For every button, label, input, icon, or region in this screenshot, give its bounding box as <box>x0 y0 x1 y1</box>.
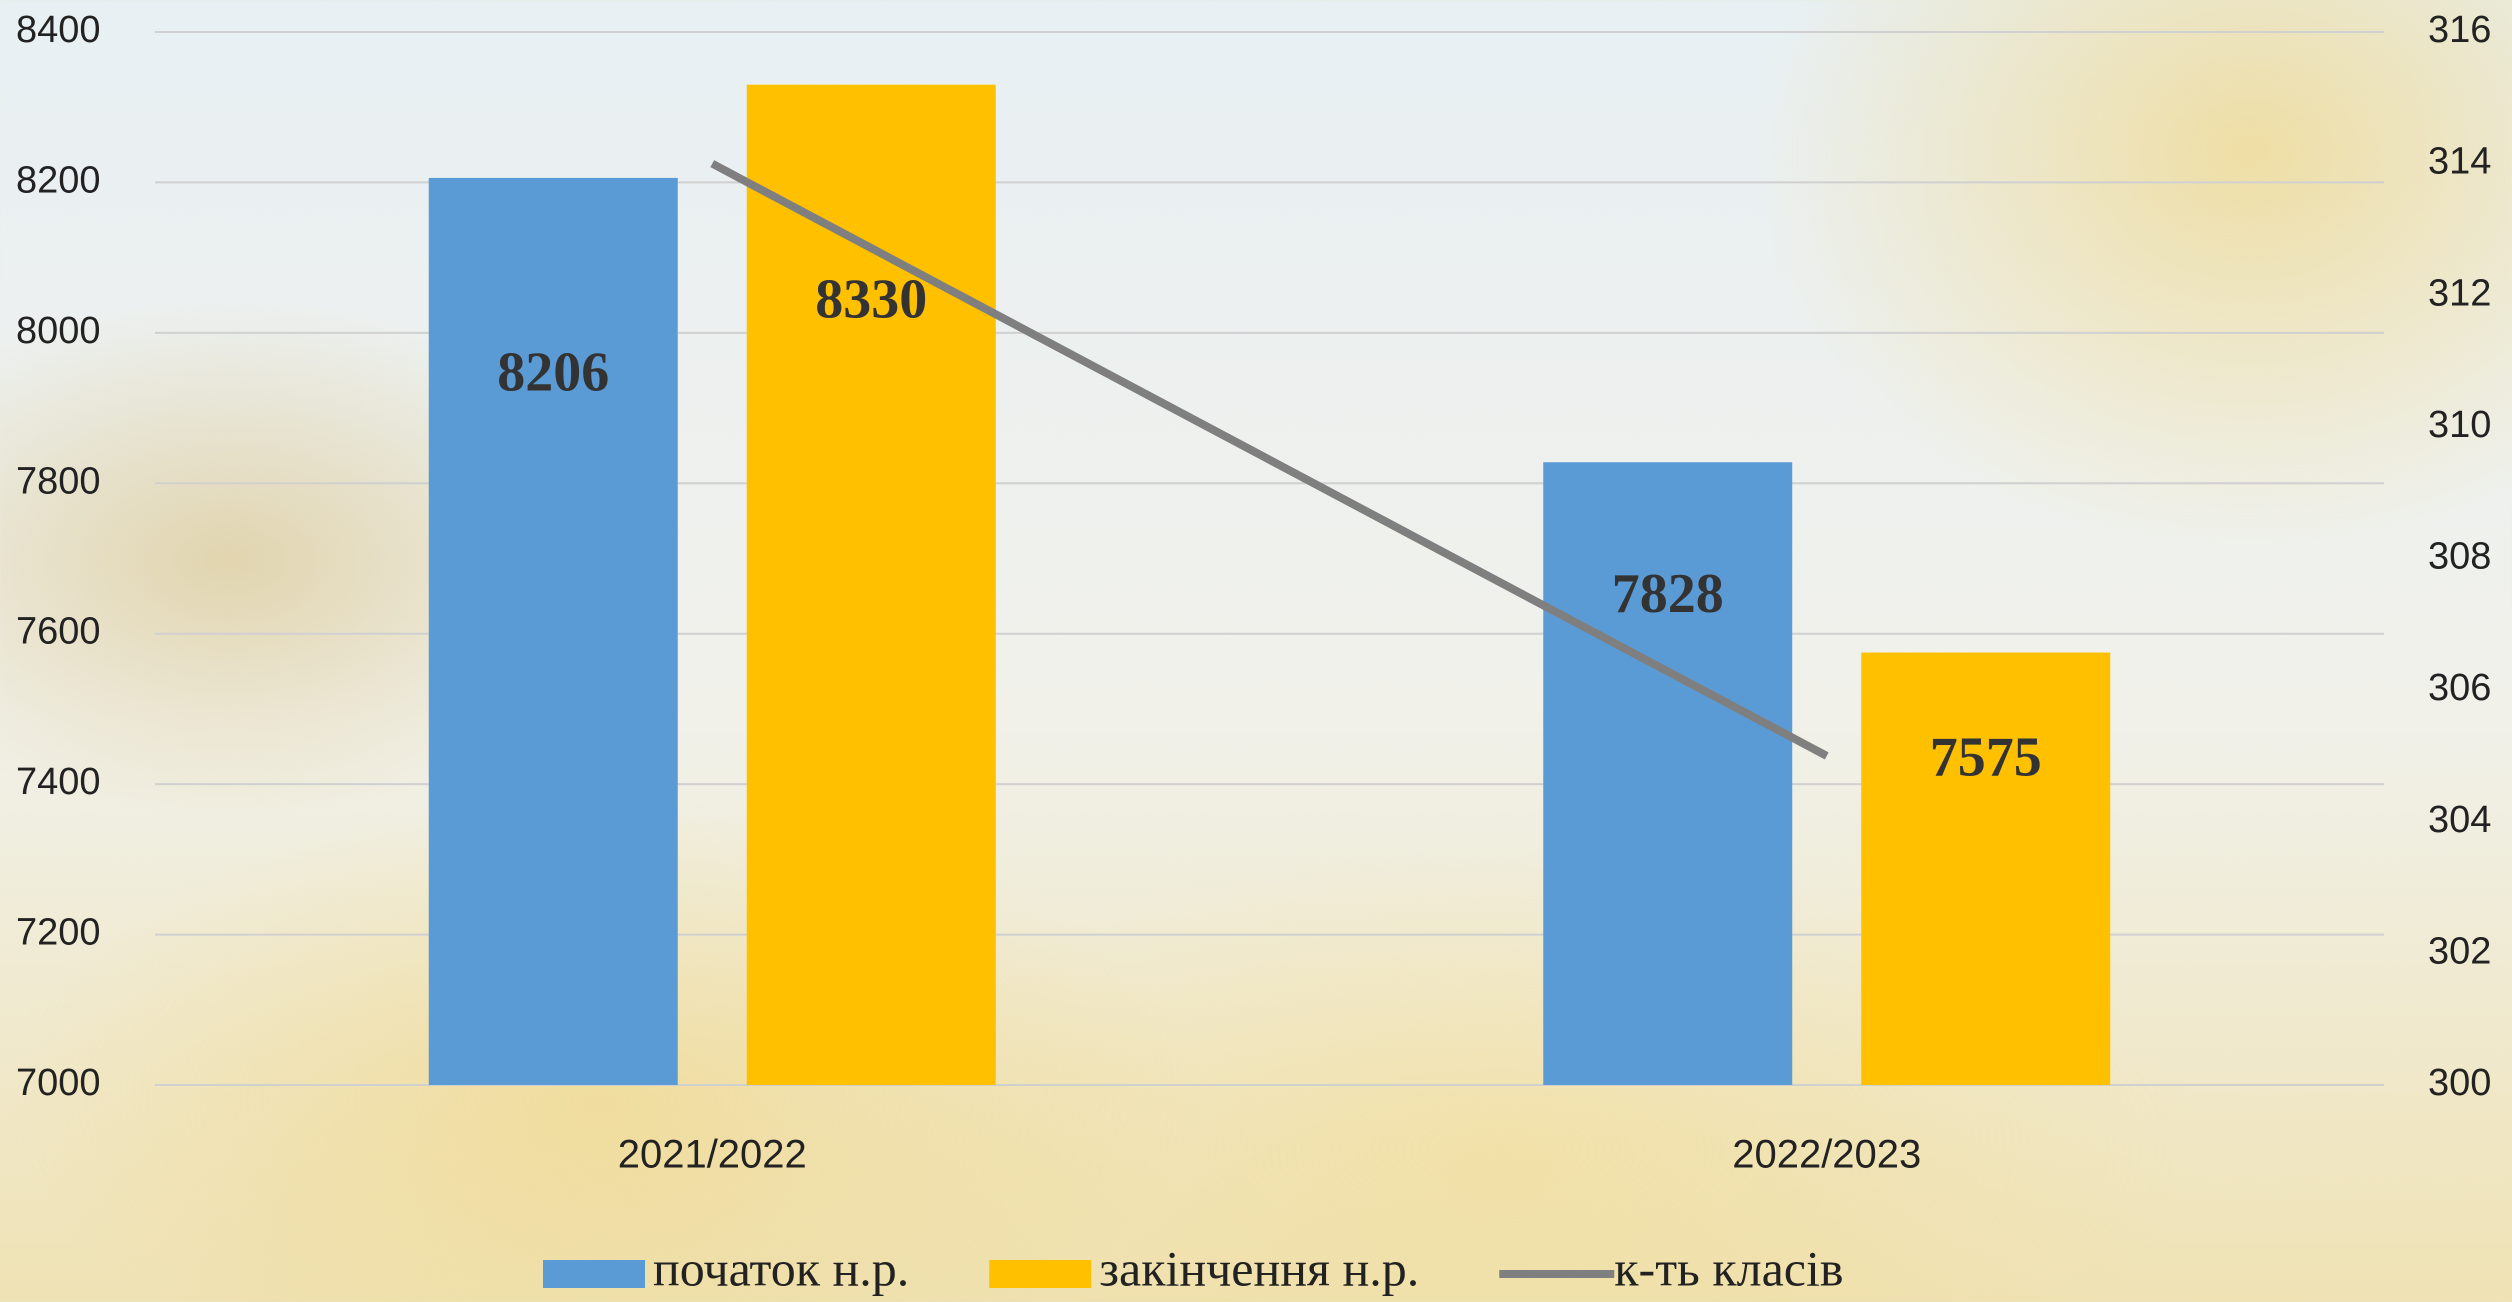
y2-tick-label: 300 <box>2428 1062 2491 1104</box>
value-label: 8206 <box>497 341 609 403</box>
y-tick-label: 8000 <box>16 310 101 352</box>
y-tick-label: 8400 <box>16 9 101 51</box>
value-label: 7828 <box>1612 563 1724 625</box>
y-tick-label: 7600 <box>16 611 101 653</box>
y2-tick-label: 308 <box>2428 536 2491 578</box>
y-tick-label: 7800 <box>16 460 101 502</box>
y-tick-label: 7400 <box>16 761 101 803</box>
y2-tick-label: 316 <box>2428 9 2491 51</box>
y2-tick-label: 306 <box>2428 667 2491 709</box>
y2-tick-label: 310 <box>2428 404 2491 446</box>
bar <box>747 85 996 1085</box>
legend-swatch <box>989 1260 1091 1288</box>
legend-swatch <box>543 1260 645 1288</box>
y2-tick-label: 304 <box>2428 799 2491 841</box>
bar <box>1543 462 1792 1085</box>
x-tick-label: 2021/2022 <box>618 1133 807 1177</box>
chart: 7000 7200 7400 7600 7800 8000 8200 8400 300 302 30… <box>0 0 2512 1302</box>
legend-label: початок н.р. <box>653 1240 909 1296</box>
y2-tick-label: 314 <box>2428 141 2491 183</box>
value-label: 8330 <box>815 269 927 331</box>
y-tick-label: 8200 <box>16 159 101 201</box>
y-tick-label: 7200 <box>16 912 101 954</box>
bar <box>1861 653 2110 1085</box>
y-tick-label: 7000 <box>16 1062 101 1104</box>
bar <box>429 178 678 1085</box>
y2-tick-label: 312 <box>2428 272 2491 314</box>
legend-label: к-ть класів <box>1614 1240 1843 1296</box>
x-tick-label: 2022/2023 <box>1732 1133 1921 1177</box>
legend-label: закінчення н.р. <box>1099 1240 1419 1296</box>
value-label: 7575 <box>1930 726 2042 788</box>
page: 7000 7200 7400 7600 7800 8000 8200 8400 300 302 30… <box>0 0 2512 1302</box>
y2-tick-label: 302 <box>2428 930 2491 972</box>
